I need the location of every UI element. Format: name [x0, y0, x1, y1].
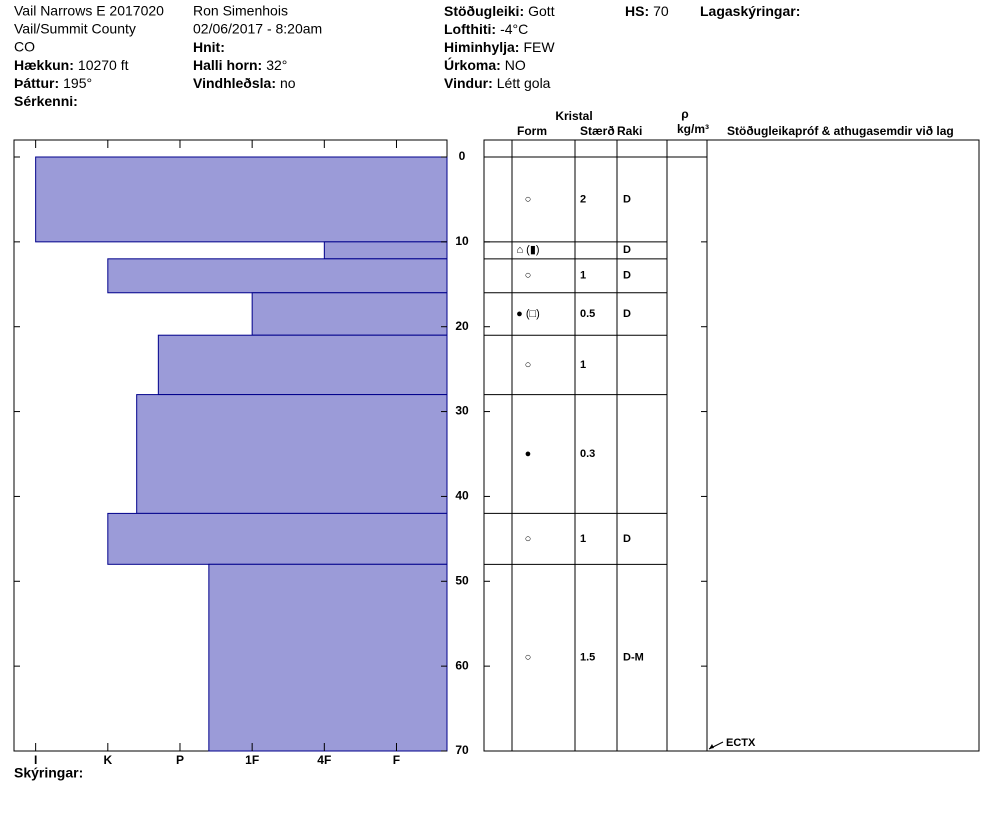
x-tick-label: F [393, 753, 400, 767]
header-field: Lagaskýringar: [700, 3, 800, 19]
header-field: Hnit: [193, 39, 225, 55]
field-label: Vindhleðsla: [193, 75, 276, 91]
x-tick-label: K [103, 753, 112, 767]
test-arrowhead [709, 744, 714, 749]
header-field: Vindhleðsla: no [193, 75, 296, 91]
field-value: 195° [63, 75, 92, 91]
header-field: Hækkun: 10270 ft [14, 57, 129, 73]
field-label: Lagaskýringar: [700, 3, 800, 19]
field-label: Lofthiti: [444, 21, 496, 37]
hardness-bar [323, 241, 448, 260]
layer-size: 2 [580, 193, 586, 205]
field-value: 10270 ft [78, 57, 129, 73]
header-line: 02/06/2017 - 8:20am [193, 21, 322, 37]
field-value: FEW [523, 39, 555, 55]
hardness-bar [136, 394, 448, 514]
field-label: Halli horn: [193, 57, 262, 73]
test-label: ECTX [726, 737, 756, 749]
table-header: Form [517, 124, 547, 138]
hardness-bar [35, 156, 448, 243]
y-tick-label: 40 [455, 489, 469, 503]
hardness-bar [251, 292, 448, 336]
table-header: Raki [617, 124, 642, 138]
table-header: Stöðugleikapróf & athugasemdir við lag [727, 124, 954, 138]
y-tick-label: 0 [459, 149, 466, 163]
field-value: Létt gola [497, 75, 551, 91]
header-field: Úrkoma: NO [444, 56, 526, 73]
field-label: Úrkoma: [444, 56, 501, 73]
field-label: Sérkenni: [14, 93, 78, 109]
legend-label: Skýringar: [14, 765, 83, 781]
field-label: Hnit: [193, 39, 225, 55]
field-label: Hækkun: [14, 57, 74, 73]
table-frame [483, 139, 980, 752]
layer-moisture: D-M [623, 652, 644, 664]
y-tick-label: 60 [455, 658, 469, 672]
layer-moisture: D [623, 193, 631, 205]
y-tick-label: 70 [455, 743, 469, 757]
header-line: Vail Narrows E 2017020 [14, 3, 164, 19]
field-label: Stöðugleiki: [444, 3, 524, 19]
layer-form: ○ [525, 193, 532, 205]
layer-size: 1 [580, 270, 586, 282]
hardness-bar [107, 258, 448, 294]
layer-size: 1 [580, 359, 586, 371]
layer-form: ● [525, 448, 532, 460]
field-label: Himinhylja: [444, 39, 519, 55]
y-tick-label: 20 [455, 319, 469, 333]
field-value: no [280, 75, 296, 91]
field-value: 70 [653, 3, 669, 19]
field-label: HS: [625, 3, 649, 19]
x-tick-label: 1F [245, 753, 259, 767]
y-tick-label: 30 [455, 404, 469, 418]
header-field: Himinhylja: FEW [444, 39, 555, 55]
header-field: Lofthiti: -4°C [444, 21, 528, 37]
layer-size: 1.5 [580, 652, 595, 664]
field-value: -4°C [500, 21, 528, 37]
y-tick-label: 50 [455, 573, 469, 587]
field-label: Þáttur: [14, 75, 59, 91]
layer-size: 0.5 [580, 308, 595, 320]
hardness-bar [157, 334, 448, 396]
header-field: HS: 70 [625, 3, 669, 19]
layer-moisture: D [623, 270, 631, 282]
field-value: NO [505, 57, 526, 73]
layer-moisture: D [623, 308, 631, 320]
header-field: Þáttur: 195° [14, 75, 92, 91]
layer-size: 0.3 [580, 448, 595, 460]
header-field: Vindur: Létt gola [444, 75, 551, 91]
layer-form: ○ [525, 359, 532, 371]
hardness-bar [208, 563, 448, 752]
header-line: Vail/Summit County [14, 21, 136, 37]
layer-form: ○ [525, 533, 532, 545]
y-tick-label: 10 [455, 234, 469, 248]
layer-form: ○ [525, 270, 532, 282]
header-line: CO [14, 39, 35, 55]
table-header: Stærð [580, 124, 615, 138]
header-field: Stöðugleiki: Gott [444, 3, 555, 19]
hardness-bar [107, 512, 448, 565]
field-value: 32° [266, 57, 287, 73]
x-tick-label: P [176, 753, 184, 767]
header-field: Halli horn: 32° [193, 57, 287, 73]
layer-moisture: D [623, 533, 631, 545]
layer-form: ○ [525, 652, 532, 664]
x-tick-label: I [34, 753, 37, 767]
layer-moisture: D [623, 244, 631, 256]
header-line: Ron Simenhois [193, 3, 288, 19]
layer-form: ⌂ (▮) [516, 244, 539, 256]
field-label: Vindur: [444, 75, 493, 91]
table-header: ρ [681, 107, 688, 121]
table-header: kg/m³ [677, 122, 709, 136]
table-header: Kristal [555, 109, 592, 123]
layer-size: 1 [580, 533, 586, 545]
layer-form: ● (□) [516, 308, 540, 320]
header-field: Sérkenni: [14, 93, 78, 109]
x-tick-label: 4F [317, 753, 331, 767]
field-value: Gott [528, 3, 555, 19]
